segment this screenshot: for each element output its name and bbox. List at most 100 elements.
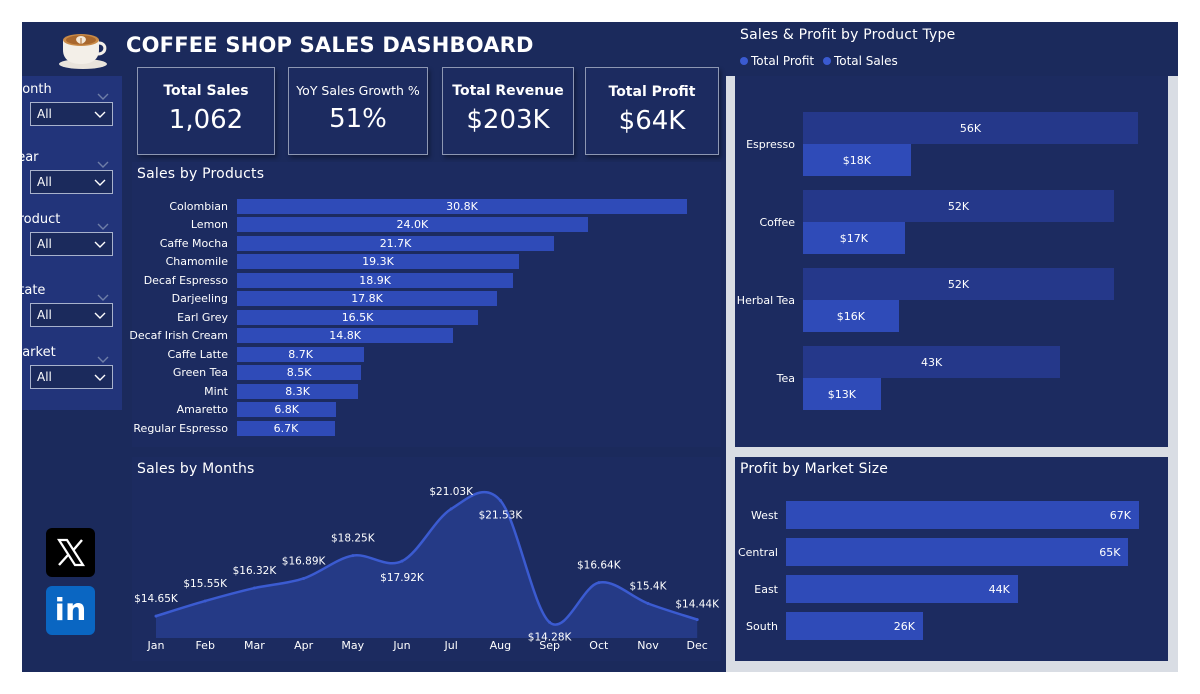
x-tick-label: Aug [490,639,511,652]
data-point[interactable] [695,618,699,622]
data-label: $21.53K [479,510,524,522]
filter-dropdown-product[interactable]: All [30,232,113,256]
bar-total-profit[interactable] [803,378,881,410]
bar-total-sales[interactable] [803,112,1138,144]
category-label: Decaf Espresso [143,273,228,287]
kpi-total-sales: Total Sales 1,062 [137,67,275,155]
filter-dropdown-market[interactable]: All [30,365,113,389]
linkedin-icon[interactable]: in [46,586,95,635]
bar[interactable] [237,217,588,232]
bar[interactable] [237,235,555,251]
data-point[interactable] [203,599,207,603]
kpi-label: Total Revenue [452,83,564,99]
bar[interactable] [237,309,479,325]
data-label: $17.92K [380,572,425,584]
bar[interactable] [237,420,335,436]
bar[interactable] [786,501,1139,529]
data-label: $15.4K [630,580,668,592]
data-label: $16K [836,310,865,323]
data-label: 8.5K [286,366,312,379]
bar[interactable] [237,198,688,214]
filter-dropdown-month[interactable]: All [30,102,113,126]
coffee-cup-icon [59,34,107,69]
bar[interactable] [786,575,1018,603]
data-point[interactable] [597,581,601,585]
data-point[interactable] [400,559,404,563]
data-label: $16.89K [282,555,327,567]
bar-total-profit[interactable] [803,300,899,332]
bar[interactable] [237,272,514,288]
category-label: Caffe Latte [167,347,228,361]
x-tick-label: Dec [687,639,708,652]
x-icon[interactable] [46,528,95,577]
data-point[interactable] [498,499,502,503]
data-point[interactable] [449,507,453,511]
bar[interactable] [786,612,923,640]
bar[interactable] [237,365,362,380]
data-label: 24.0K [396,218,429,231]
chevron-down-icon[interactable] [97,86,109,100]
bar[interactable] [786,538,1129,566]
x-tick-label: Sep [539,639,560,652]
kpi-total-revenue: Total Revenue $203K [442,67,574,155]
chevron-down-icon[interactable] [97,154,109,168]
category-label: Herbal Tea [736,294,795,307]
x-tick-label: Mar [244,639,265,652]
data-label: 44K [988,583,1010,596]
dashboard-title: COFFEE SHOP SALES DASHBOARD [126,33,534,57]
chevron-down-icon[interactable] [97,349,109,363]
legend-dot [822,57,831,65]
bar[interactable] [237,254,520,269]
bar-total-sales[interactable] [803,190,1115,222]
filter-dropdown-state[interactable]: All [30,303,113,327]
data-label: $16.32K [233,565,278,577]
chart-legend: Total Profit Total Sales [740,54,898,68]
x-tick-label: Jul [444,639,458,652]
data-label: 52K [947,200,970,213]
data-point[interactable] [351,554,355,558]
data-label: 30.8K [446,199,478,213]
category-label: Decaf Irish Cream [129,329,228,342]
bar[interactable] [237,346,365,362]
bar[interactable] [237,383,359,399]
chart-title: Sales by Months [137,461,255,477]
data-point[interactable] [154,614,158,618]
data-label: $21.03K [429,486,474,498]
data-label: $18.25K [331,533,376,545]
chevron-down-icon[interactable] [97,216,109,230]
kpi-label: Total Profit [608,84,696,100]
kpi-total-profit: Total Profit $64K [585,67,719,155]
data-label: 17.8K [351,292,383,305]
filter-label-product: Product [11,212,61,227]
category-label: Lemon [190,218,228,231]
filter-dropdown-year[interactable]: All [30,170,113,194]
kpi-value: 1,062 [168,105,244,135]
filter-value: All [37,175,52,189]
data-point[interactable] [646,601,650,605]
bar[interactable] [237,291,498,306]
data-label: 6.8K [274,403,300,416]
data-point[interactable] [252,586,256,590]
kpi-value: $64K [618,106,686,136]
category-label: Darjeeling [171,292,228,305]
x-tick-label: May [341,639,364,652]
bar-total-profit[interactable] [803,144,911,176]
bar[interactable] [237,328,454,343]
data-point[interactable] [302,576,306,580]
chevron-down-icon[interactable] [97,287,109,301]
data-label: 65K [1099,546,1121,559]
legend-item: Total Profit [751,54,815,68]
bar-total-sales[interactable] [803,268,1115,300]
category-label: Espresso [746,138,795,151]
category-label: Earl Grey [177,310,228,324]
data-label: 21.7K [379,236,412,250]
filter-label-market: Market [11,345,56,360]
kpi-yoy-growth: YoY Sales Growth % 51% [288,67,428,155]
bar[interactable] [237,402,337,417]
category-label: Regular Espresso [133,421,228,435]
bar-total-sales[interactable] [803,346,1061,378]
data-point[interactable] [548,620,552,624]
data-label: 8.3K [285,384,310,398]
bar-total-profit[interactable] [803,222,905,254]
